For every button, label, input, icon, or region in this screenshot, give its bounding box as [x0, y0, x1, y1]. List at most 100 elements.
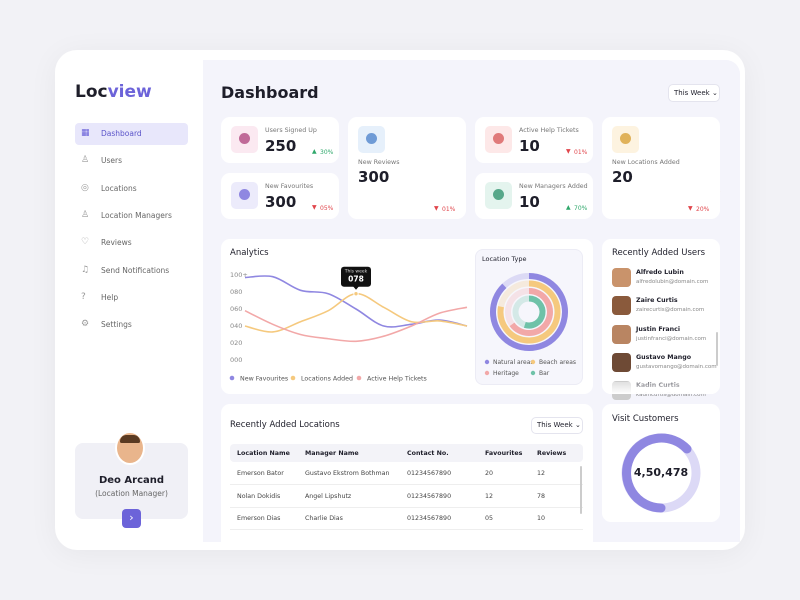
legend-swatch [229, 375, 235, 381]
stat-trend-icon: ▼ [434, 205, 439, 212]
ring-arc [490, 273, 568, 351]
table-cell: 12 [537, 470, 546, 477]
profile-button[interactable]: › [122, 509, 141, 528]
nav-item[interactable]: Users [101, 156, 123, 166]
legend-swatch [530, 370, 536, 376]
legend-label: Natural areas [493, 359, 534, 366]
nav-icon: ♡ [81, 237, 90, 248]
table-cell: 12 [485, 492, 494, 500]
table-cell: 01234567890 [407, 492, 452, 500]
nav-icon: ♙ [81, 155, 90, 166]
profile-name: Deo Arcand [98, 475, 165, 486]
tooltip-value: 078 [348, 275, 364, 284]
table-cell: 05 [485, 515, 494, 522]
legend-swatch [530, 359, 536, 365]
stat-label: New Managers Added [519, 183, 588, 190]
filter-button[interactable]: This Week ⌄ [668, 84, 720, 102]
stat-label: Active Help Tickets [519, 127, 579, 134]
column-header: Location Name [237, 450, 290, 457]
stat-value: 300 [265, 193, 297, 211]
users-fade [602, 382, 720, 394]
stat-change: 20% [696, 206, 710, 213]
stat-value: 10 [519, 137, 540, 155]
user-email: justinfranci@domain.com [636, 335, 707, 342]
stat-icon-glyph [239, 189, 250, 200]
tooltip-title: This week [344, 269, 368, 275]
visit-title: Visit Customers [612, 414, 679, 424]
avatar-hair [120, 435, 140, 443]
table-cell: Charlie Dias [305, 515, 343, 522]
y-tick-label: 000 [230, 356, 242, 364]
column-header: Favourites [485, 450, 523, 457]
y-tick-label: 040 [230, 322, 242, 330]
user-name: Gustavo Mango [636, 353, 692, 361]
stat-change: 01% [574, 149, 588, 156]
stat-change: 70% [574, 205, 588, 212]
nav-icon: ▦ [81, 128, 90, 138]
nav-icon: ♫ [81, 264, 90, 275]
ring-arc [523, 295, 546, 329]
locations-title: Recently Added Locations [230, 420, 340, 430]
legend-swatch [356, 375, 362, 381]
legend-label: Heritage [493, 370, 519, 377]
nav-item[interactable]: Dashboard [101, 129, 142, 138]
nav-item[interactable]: Location Managers [101, 210, 172, 220]
stat-label: New Locations Added [612, 159, 680, 166]
visit-card [602, 404, 720, 522]
nav-active [75, 123, 188, 145]
nav-item[interactable]: Send Notifications [101, 265, 170, 275]
analytics-title: Analytics [230, 248, 269, 258]
user-avatar [612, 352, 631, 372]
nav-icon: ⚙ [81, 319, 90, 330]
table-cell: 20 [485, 470, 494, 477]
nav-item[interactable]: Help [101, 292, 119, 302]
legend-label: Active Help Tickets [367, 376, 427, 383]
column-header: Manager Name [305, 450, 359, 457]
user-name: Alfredo Lubin [636, 269, 684, 276]
user-email: zairecurtis@domain.com [636, 307, 705, 314]
y-tick-label: 020 [230, 339, 242, 347]
column-header: Contact No. [407, 450, 449, 457]
point [353, 291, 359, 297]
stat-trend-icon: ▲ [312, 148, 317, 155]
line-series [244, 306, 468, 343]
table-cell: Nolan Dokidis [237, 492, 281, 500]
table-cell: 78 [537, 492, 546, 500]
user-name: Justin Franci [636, 325, 681, 333]
stat-label: Users Signed Up [265, 127, 317, 134]
legend-swatch [290, 375, 296, 381]
row-divider [230, 529, 583, 530]
stat-trend-icon: ▲ [566, 204, 571, 211]
users-title: Recently Added Users [612, 248, 706, 258]
user-avatar [612, 324, 631, 344]
nav-item[interactable]: Settings [101, 320, 132, 330]
nav-icon: ? [81, 291, 86, 302]
filter-label: This Week [674, 89, 710, 97]
nav-icon: ◎ [81, 182, 89, 193]
stat-icon-glyph [493, 189, 504, 200]
nav-item[interactable]: Reviews [101, 238, 132, 248]
row-divider [230, 506, 583, 508]
table-cell: 10 [537, 515, 546, 522]
stat-trend-icon: ▼ [312, 204, 317, 211]
user-avatar [612, 296, 631, 316]
table-cell: Emerson Dias [237, 515, 281, 522]
profile-role: (Location Manager) [95, 489, 168, 498]
y-tick-label: 100+ [230, 271, 248, 279]
user-avatar [612, 268, 631, 287]
logo-part: view [107, 82, 152, 102]
nav-item[interactable]: Locations [101, 183, 137, 193]
scrollbar [716, 332, 718, 366]
logo-part: Loc [75, 82, 108, 102]
stat-trend-icon: ▼ [566, 148, 571, 155]
stat-change: 30% [320, 149, 334, 156]
table-cell: 01234567890 [407, 515, 452, 522]
legend-label: Bar [539, 370, 550, 377]
user-email: alfredolubin@domain.com [636, 279, 709, 285]
stat-change: 01% [442, 206, 456, 213]
tooltip-pointer [353, 286, 359, 290]
user-email: kadincurtis@domain.com [636, 392, 706, 399]
filter-button[interactable]: This Week ⌄ [531, 417, 583, 434]
